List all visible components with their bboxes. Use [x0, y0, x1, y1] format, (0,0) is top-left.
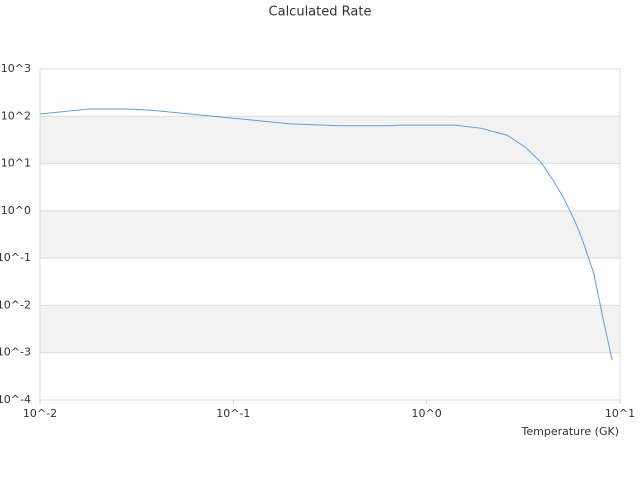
y-tick-label: 10^-3 [0, 346, 31, 359]
grid-band [40, 116, 620, 164]
plot-frame [39, 68, 621, 401]
x-tick-label: 10^1 [605, 407, 635, 420]
grid-band [40, 210, 620, 259]
y-tick-label: 10^3 [1, 62, 31, 75]
x-tick-label: 10^-2 [23, 407, 57, 420]
y-tick-label: 10^-4 [0, 393, 31, 406]
x-tick-label: 10^-1 [216, 407, 250, 420]
grid-band [40, 305, 620, 353]
y-tick-label: 10^1 [1, 157, 31, 170]
y-tick-label: 10^-1 [0, 251, 31, 264]
chart-title: Calculated Rate [269, 5, 372, 20]
x-tick-label: 10^0 [412, 407, 442, 420]
data-line [39, 108, 613, 361]
y-tick-label: 10^-2 [0, 298, 31, 311]
y-tick-label: 10^2 [1, 109, 31, 122]
y-tick-label: 10^0 [1, 204, 31, 217]
x-axis-label: Temperature (GK) [521, 425, 620, 438]
